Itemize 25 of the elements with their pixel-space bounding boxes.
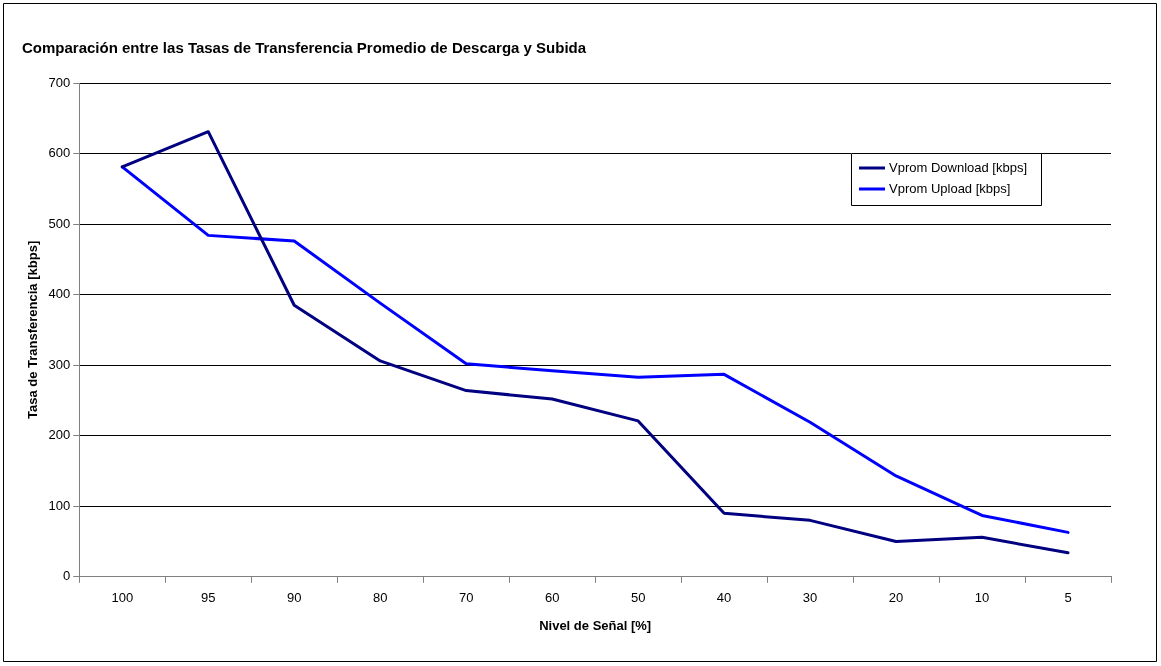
y-tick-label: 100	[48, 497, 71, 513]
y-tick-label: 700	[48, 74, 71, 90]
y-tick-label: 600	[48, 145, 71, 161]
x-tick-label: 70	[458, 590, 474, 606]
x-tick-label: 100	[111, 590, 134, 606]
y-tick-label: 200	[48, 427, 71, 443]
x-tick-label: 95	[201, 590, 216, 606]
x-tick-label: 5	[1064, 590, 1072, 606]
y-tick-label: 0	[63, 568, 71, 584]
x-tick-label: 10	[974, 590, 990, 606]
y-tick-label: 300	[48, 356, 71, 372]
x-tick-label: 40	[716, 590, 732, 606]
legend-label: Vprom Upload [kbps]	[888, 180, 1011, 196]
x-tick-label: 80	[372, 590, 388, 606]
x-tick-label: 50	[630, 590, 646, 606]
y-axis-title: Tasa de Transferencia [kbps]	[25, 240, 41, 420]
legend-label: Vprom Download [kbps]	[888, 159, 1027, 175]
x-tick-label: 60	[544, 590, 560, 606]
y-tick-label: 400	[48, 286, 71, 302]
x-tick-label: 90	[287, 590, 302, 606]
chart-title: Comparación entre las Tasas de Transferencia Promedio de Descarga y Subida	[22, 39, 587, 57]
x-axis-title: Nivel de Señal [%]	[539, 617, 652, 633]
x-tick-label: 30	[802, 590, 818, 606]
y-tick-label: 500	[48, 215, 71, 231]
x-tick-label: 20	[888, 590, 904, 606]
